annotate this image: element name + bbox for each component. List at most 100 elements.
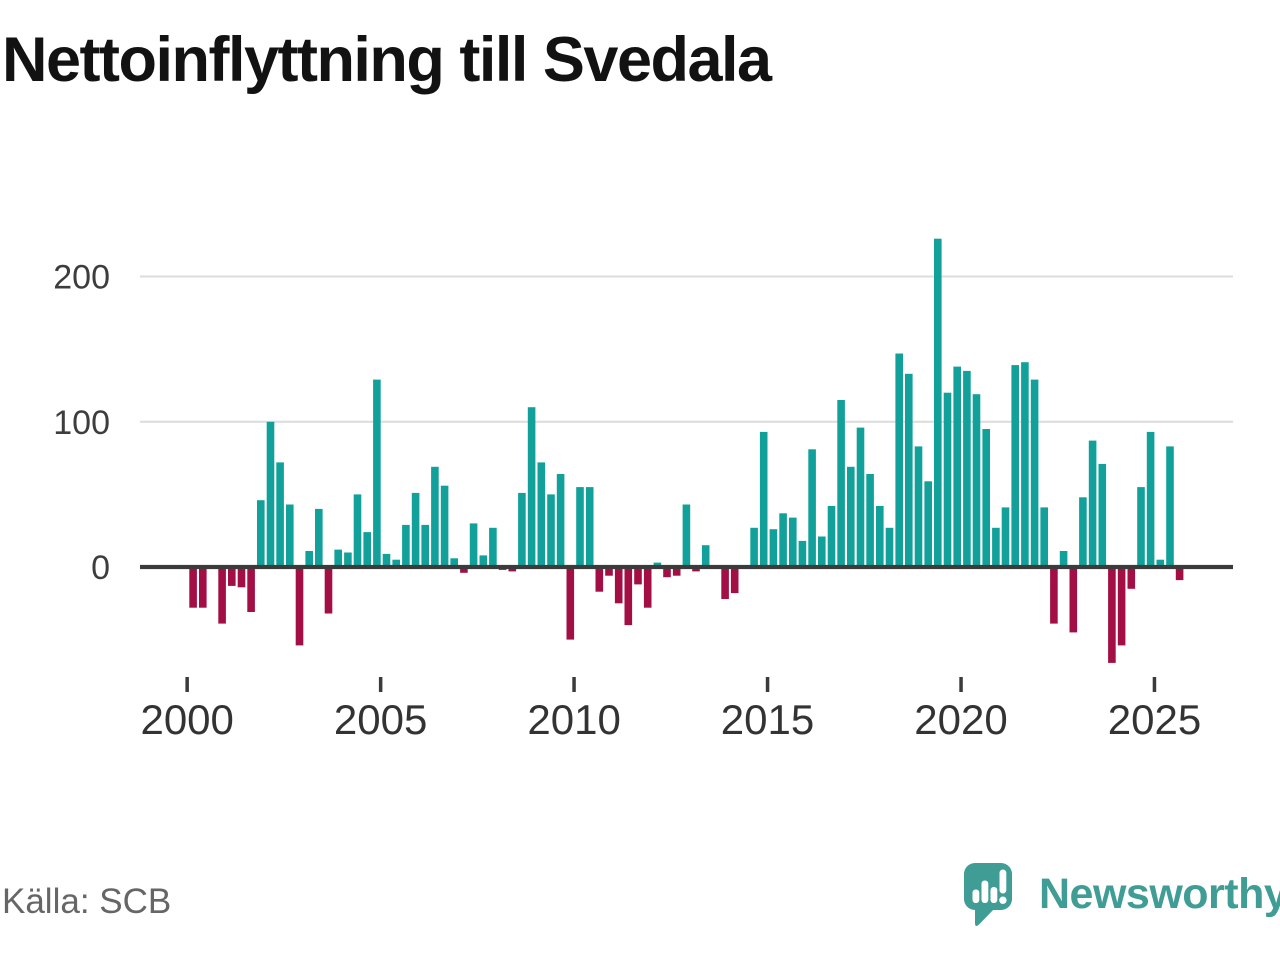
bar-quarter [402,524,410,567]
bar-quarter [972,394,981,567]
bar-quarter [943,392,952,567]
bar-quarter [1011,365,1019,567]
x-axis-tick-label: 2010 [527,696,620,743]
bar-quarter [315,508,323,567]
bar-quarter [1021,362,1029,567]
bar-quarter [634,567,642,585]
x-axis-tick-label: 2005 [334,696,427,743]
newsworthy-brand: Newsworthy [963,862,1280,928]
bar-quarter [895,353,903,567]
bar-quarter [421,524,429,567]
x-axis-tick-label: 2020 [914,696,1007,743]
bar-quarter [334,549,342,567]
chart-title: Nettoinflyttning till Svedala [2,25,772,95]
x-axis-tick-label: 2025 [1108,696,1201,743]
bar-quarter [643,567,652,608]
bar-quarter [585,487,594,567]
bar-quarter [808,449,816,567]
y-axis-tick-label: 0 [91,549,110,587]
bar-quarter [672,567,681,576]
bar-quarter [1175,567,1184,581]
bar-quarter [411,492,420,567]
bar-quarter [199,567,207,608]
bar-quarter [1088,440,1097,567]
bar-quarter [257,500,265,567]
bar-quarter [556,474,565,567]
bar-quarter [518,492,526,567]
bar-quarter [624,567,633,626]
bar-quarter [759,431,768,567]
bar-quarter [295,567,304,646]
bar-quarter [353,494,362,567]
y-axis-tick-label: 100 [53,404,110,442]
bar-quarter [460,567,468,573]
bar-quarter [963,370,971,567]
source-label: Källa: SCB [2,882,172,921]
bar-quarter [837,400,845,567]
bar-quarter [605,567,613,576]
bar-quarter [1117,567,1126,646]
y-axis-tick-label: 200 [53,259,110,297]
bar-quarter [1040,507,1048,567]
x-axis-tick-label: 2000 [140,696,233,743]
bar-quarter [682,504,691,567]
bar-quarter [508,567,517,572]
bar-quarter [1069,567,1078,633]
bar-quarter [595,567,604,592]
bar-quarter [266,421,275,568]
bar-quarter [440,485,449,567]
bar-quarter [692,567,700,572]
x-axis-tick-label: 2015 [721,696,814,743]
bar-quarter [537,462,546,567]
bar-quarter [1079,497,1087,567]
bar-quarter [789,517,797,567]
bar-quarter [1156,559,1165,567]
bar-quarter [1137,487,1145,567]
bar-quarter [701,545,710,567]
bar-quarter [1146,431,1155,567]
bar-quarter [924,481,932,567]
bar-quarter [431,466,439,567]
bar-quarter [876,506,884,567]
bar-quarter [856,427,865,567]
bar-quarter [276,462,284,567]
net-migration-bar-chart: 0 100 200 2000 2005 2010 2015 2020 2025 [53,238,1233,743]
bar-quarter [1108,567,1116,663]
bar-quarter [982,429,990,567]
bar-quarter [286,504,294,567]
bar-quarter [1127,567,1136,589]
bar-quarter [1030,379,1039,567]
bar-quarter [847,466,855,567]
bar-quarter [363,532,371,567]
bar-quarter [392,559,400,567]
bar-quarter [934,238,942,567]
bar-quarter [769,529,778,567]
x-axis-tick [378,677,383,692]
bar-quarter [218,567,226,624]
bar-quarter [1001,507,1010,567]
bar-quarter [373,379,381,567]
bar-quarter [818,536,826,567]
bar-quarter [305,551,313,567]
x-axis-tick [572,677,576,692]
newsworthy-logo-icon [964,863,1012,927]
bar-quarter [653,562,662,567]
x-axis-tick [959,677,963,692]
bar-quarter [663,567,671,578]
bar-quarter [1166,446,1174,567]
x-axis-tick [765,677,770,692]
bar-quarter [237,567,246,588]
bar-quarter [382,553,391,567]
bar-quarter [527,407,536,567]
bar-quarter [905,373,913,567]
bar-quarter [344,552,352,567]
bar-quarter [798,540,807,567]
newsworthy-wordmark: Newsworthy [1039,870,1280,918]
bar-quarter [576,487,584,567]
bar-quarter [1050,567,1058,624]
bar-quarter [827,506,836,567]
bar-quarter [566,567,575,640]
bar-quarter [730,567,739,594]
bar-quarter [324,567,333,614]
